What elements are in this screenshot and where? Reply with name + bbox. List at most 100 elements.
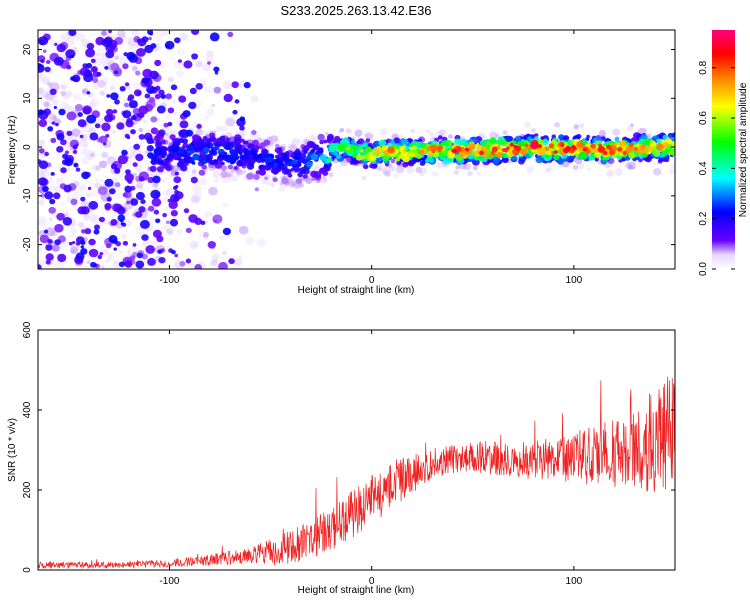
- spectrogram-cell: [164, 114, 172, 120]
- spectrogram-cell: [292, 137, 299, 144]
- spectrogram-cell: [157, 30, 167, 38]
- spectrogram-cell: [325, 167, 330, 172]
- spectrogram-cell: [232, 109, 238, 115]
- spectrogram-cell: [232, 152, 238, 157]
- spectrogram-cell: [82, 147, 90, 155]
- spectrogram-x-tick-label: -100: [159, 275, 179, 286]
- spectrogram-cell: [70, 54, 75, 59]
- spectrogram-cell: [359, 148, 364, 153]
- spectrogram-cell: [105, 243, 112, 249]
- spectrogram-cell: [103, 221, 107, 225]
- spectrogram-cell: [105, 134, 110, 138]
- spectrogram-cell: [427, 150, 433, 156]
- spectrogram-cell: [170, 56, 174, 61]
- spectrogram-cell: [223, 93, 233, 103]
- colorbar-ticks: 0.0 0.2 0.4 0.6 0.8: [698, 60, 735, 276]
- spectrogram-cell: [170, 84, 178, 91]
- spectrogram-cell: [653, 149, 661, 157]
- spectrogram-cell: [455, 165, 460, 170]
- spectrogram-cell: [124, 185, 132, 193]
- spectrogram-cell: [326, 157, 333, 163]
- spectrogram-cell: [594, 151, 602, 158]
- spectrogram-cell: [587, 167, 592, 172]
- spectrogram-cell: [218, 261, 228, 269]
- spectrogram-cell: [411, 145, 417, 151]
- spectrogram-cell: [375, 149, 381, 155]
- spectrogram-cell: [355, 154, 363, 161]
- spectrogram-cell: [112, 109, 118, 114]
- spectrogram-cell: [479, 139, 487, 146]
- spectrogram-cell: [40, 59, 45, 64]
- spectrogram-cell: [152, 175, 161, 184]
- spectrogram-cell: [553, 154, 560, 161]
- spectrogram-cell: [60, 201, 65, 207]
- spectrogram-cell: [203, 232, 210, 238]
- spectrogram-cell: [38, 87, 45, 94]
- spectrogram-cell: [171, 250, 176, 255]
- spectrogram-cell: [122, 110, 132, 119]
- spectrogram-x-tick-label: 0: [369, 275, 375, 286]
- spectrogram-cell: [83, 72, 94, 83]
- spectrogram-cell: [196, 123, 202, 129]
- spectrogram-cell: [88, 248, 99, 258]
- spectrogram-cell: [138, 134, 145, 140]
- spectrogram-cell: [191, 30, 200, 35]
- spectrogram-cell: [300, 169, 306, 175]
- spectrogram-cell: [170, 210, 178, 217]
- spectrogram-cell: [158, 257, 166, 264]
- spectrogram-cell: [124, 173, 134, 182]
- spectrogram-cell: [82, 89, 86, 93]
- spectrogram-cell: [617, 146, 623, 152]
- spectrogram-cell: [38, 216, 46, 225]
- spectrogram-cell: [200, 220, 206, 225]
- spectrogram-cell: [451, 148, 457, 154]
- spectrogram-cell: [155, 218, 161, 224]
- spectrogram-cell: [222, 227, 231, 236]
- snr-y-label: SNR (10 * v/v): [7, 418, 18, 482]
- spectrogram-cell: [179, 33, 189, 41]
- spectrogram-cell: [79, 134, 84, 139]
- spectrogram-cell: [192, 154, 199, 161]
- spectrogram-cell: [101, 210, 105, 214]
- spectrogram-cell: [225, 117, 236, 127]
- spectrogram-cell: [40, 193, 46, 198]
- spectrogram-cell: [141, 77, 149, 84]
- spectrogram-cell: [146, 145, 154, 152]
- spectrogram-cell: [38, 177, 48, 186]
- spectrogram-cell: [212, 170, 221, 178]
- spectrogram-cell: [97, 254, 103, 260]
- spectrogram-cell: [149, 165, 157, 172]
- spectrogram-cell: [116, 206, 126, 215]
- spectrogram-cell: [535, 156, 544, 164]
- spectrogram-cell: [148, 97, 156, 103]
- spectrogram-cell: [558, 158, 563, 163]
- spectrogram-cell: [306, 161, 313, 168]
- spectrogram-cell: [77, 112, 83, 117]
- spectrogram-cell: [70, 198, 78, 205]
- spectrogram-cell: [526, 166, 534, 174]
- spectrogram-cell: [608, 149, 616, 156]
- spectrogram-cell: [479, 156, 485, 162]
- spectrogram-cell: [124, 102, 129, 108]
- spectrogram-cell: [590, 143, 596, 149]
- spectrogram-cell: [148, 77, 152, 81]
- spectrogram-cell: [156, 105, 166, 114]
- spectrogram-cell: [176, 69, 185, 78]
- spectrogram-cell: [215, 126, 222, 132]
- spectrogram-cell: [671, 136, 675, 142]
- spectrogram-cell: [80, 245, 85, 249]
- spectrogram-cell: [122, 192, 128, 198]
- spectrogram-cell: [70, 128, 81, 137]
- spectrogram-cell: [323, 139, 328, 144]
- spectrogram-cell: [495, 151, 503, 159]
- spectrogram-cell: [80, 240, 86, 246]
- spectrogram-cell: [132, 162, 138, 167]
- spectrogram-cell: [236, 160, 244, 167]
- spectrogram-cell: [86, 114, 97, 124]
- spectrogram-cell: [92, 67, 98, 72]
- spectrogram-cell: [396, 160, 402, 166]
- snr-frame: [37, 329, 676, 571]
- spectrogram-cell: [45, 227, 56, 237]
- spectrogram-cell: [138, 105, 149, 115]
- spectrogram-cell: [410, 128, 416, 133]
